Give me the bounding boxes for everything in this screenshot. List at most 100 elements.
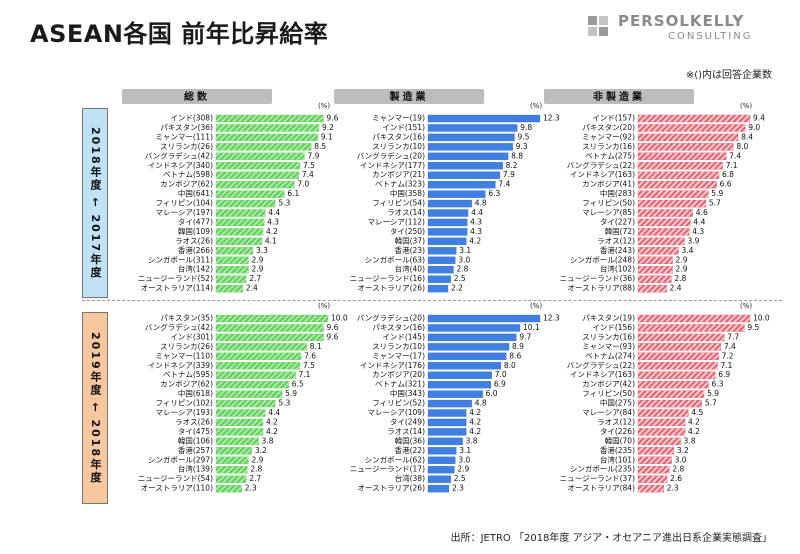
category-label: カンボジア(41) — [582, 180, 635, 189]
data-label: 2.9 — [457, 465, 469, 474]
category-label: インド(156) — [592, 323, 635, 332]
bar — [427, 314, 541, 323]
bar — [427, 371, 492, 379]
bar — [427, 456, 456, 464]
category-label: マレーシア(109) — [367, 408, 425, 417]
bar — [637, 475, 668, 483]
data-label: 8.2 — [506, 161, 518, 170]
data-label: 9.8 — [520, 123, 532, 132]
bar — [427, 162, 503, 170]
bar — [215, 437, 259, 446]
bar — [637, 237, 685, 246]
data-label: 7.2 — [722, 351, 734, 360]
bar — [215, 124, 320, 132]
category-label: オーストラリア(88) — [567, 284, 635, 293]
category-label: 中国(641) — [178, 188, 213, 198]
category-label: ラオス(26) — [175, 236, 213, 245]
data-label: 6.3 — [712, 380, 724, 389]
panel-header-box — [122, 89, 272, 104]
category-label: ラオス(14) — [387, 427, 425, 436]
data-label: 2.7 — [249, 274, 261, 283]
bar — [215, 399, 276, 408]
bar — [427, 324, 521, 332]
data-label: 4.2 — [469, 236, 481, 245]
category-label: フィリピン(50) — [582, 199, 635, 208]
category-label: オーストラリア(114) — [141, 284, 213, 293]
data-label: 3.2 — [255, 446, 267, 455]
data-label: 9.1 — [321, 132, 333, 141]
data-label: 2.4 — [246, 284, 258, 293]
category-label: パキスタン(20) — [582, 123, 635, 132]
bar — [637, 418, 686, 427]
category-label: ベトナム(274) — [585, 351, 635, 360]
category-label: マレーシア(85) — [582, 208, 635, 217]
data-label: 2.2 — [451, 284, 463, 293]
category-label: フィリピン(104) — [155, 199, 213, 208]
data-label: 5.9 — [285, 389, 297, 398]
bar — [637, 256, 673, 264]
category-label: 中国(618) — [178, 388, 213, 398]
category-label: カンボジア(21) — [372, 170, 425, 179]
category-label: スリランカ(10) — [372, 142, 425, 151]
data-label: 9.0 — [748, 123, 760, 132]
category-label: ベトナム(323) — [375, 180, 425, 189]
data-label: 4.8 — [475, 399, 487, 408]
data-label: 7.4 — [724, 342, 736, 351]
panel-header-label: 製造業 — [389, 90, 429, 103]
data-label: 7.1 — [726, 161, 738, 170]
bar — [215, 143, 312, 151]
bar — [427, 228, 468, 236]
bar — [427, 218, 468, 227]
data-label: 7.1 — [721, 361, 733, 370]
category-label: バングラデシュ(20) — [357, 313, 425, 323]
data-label: 3.8 — [466, 436, 478, 445]
data-label: 2.8 — [250, 465, 262, 474]
data-label: 7.9 — [307, 151, 319, 160]
category-label: 香港(257) — [178, 445, 213, 455]
data-label: 9.5 — [747, 323, 759, 332]
bar — [215, 352, 302, 360]
category-label: 台湾(142) — [178, 264, 213, 274]
bar — [215, 447, 252, 455]
category-label: 中国(343) — [390, 388, 425, 398]
data-label: 2.9 — [251, 255, 263, 264]
bar — [215, 428, 264, 436]
category-label: ニュージーランド(17) — [350, 465, 425, 474]
bar — [427, 333, 517, 342]
bar — [427, 266, 454, 274]
data-label: 2.9 — [251, 265, 263, 274]
category-label: フィリピン(52) — [372, 399, 425, 408]
category-label: フィリピン(54) — [372, 199, 425, 208]
category-label: 中国(283) — [600, 188, 635, 198]
data-label: 2.3 — [667, 484, 679, 493]
category-label: インドネシア(163) — [570, 370, 635, 379]
bar — [637, 114, 751, 123]
bar — [637, 466, 670, 474]
data-label: 2.7 — [249, 474, 261, 483]
bar — [637, 362, 718, 370]
category-label: スリランカ(26) — [160, 142, 213, 151]
data-label: 9.5 — [518, 132, 530, 141]
panel-header-box — [544, 89, 694, 104]
bar — [427, 114, 541, 123]
bar — [215, 333, 324, 342]
category-label: 韓国(72) — [605, 226, 635, 236]
bar — [215, 371, 296, 379]
category-label: ラオス(12) — [597, 236, 635, 245]
category-label: 香港(266) — [178, 245, 213, 255]
bar — [637, 343, 722, 351]
panel-header-label: 非製造業 — [593, 90, 645, 103]
bar — [427, 209, 469, 217]
data-label: 5.9 — [711, 189, 723, 198]
bar — [637, 333, 725, 342]
bar — [215, 180, 295, 189]
category-label: 香港(243) — [600, 245, 635, 255]
data-label: 2.8 — [674, 274, 686, 283]
panel-header-box — [334, 89, 484, 104]
bar — [637, 371, 716, 379]
category-label: ミャンマー(93) — [582, 342, 635, 351]
data-label: 7.4 — [729, 151, 741, 160]
logo-sub-text: CONSULTING — [668, 31, 753, 42]
bar — [637, 314, 751, 323]
